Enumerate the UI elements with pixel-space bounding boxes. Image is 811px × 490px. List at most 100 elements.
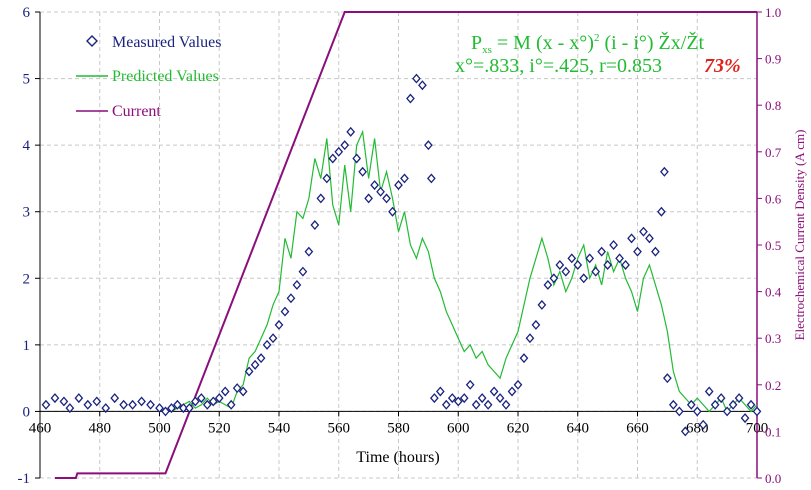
- right-y-tick-label: 0.3: [765, 331, 781, 346]
- measured-point: [262, 339, 272, 350]
- x-tick-label: 660: [626, 420, 649, 436]
- measured-point: [674, 406, 684, 417]
- accuracy-value: 73%: [704, 55, 741, 77]
- measured-point: [621, 259, 630, 270]
- measured-point: [74, 393, 84, 404]
- measured-point: [561, 266, 571, 277]
- series-predicted-values: [171, 129, 758, 413]
- measured-point: [734, 393, 744, 404]
- measured-point: [447, 393, 457, 404]
- measured-point: [513, 379, 523, 390]
- measured-point: [328, 153, 338, 164]
- right-axis-ticks: 0.0 0.1 0.2 0.3 0.4 0.5 0.6 0.7 0.8 0.9 1.0: [757, 5, 782, 486]
- x-tick-label: 640: [567, 420, 590, 436]
- legend-label-measured: Measured Values: [112, 34, 221, 51]
- measured-point: [740, 413, 750, 424]
- left-axis-ticks: -1 0 1 2 3 4 5 6: [18, 5, 40, 487]
- measured-point: [394, 180, 403, 191]
- measured-point: [627, 233, 636, 244]
- left-y-tick-label: 1: [23, 338, 31, 354]
- formula-lhs: P: [471, 32, 482, 54]
- right-y-tick-label: 0.7: [765, 145, 782, 160]
- x-axis-ticks: 460 480 500 520 540 560 580 600 620 640 660 680 700: [29, 411, 769, 436]
- measured-point: [728, 399, 738, 410]
- left-y-tick-label: 2: [23, 271, 31, 287]
- measured-point: [495, 393, 505, 404]
- x-tick-label: 620: [507, 420, 530, 436]
- left-y-tick-label: 3: [23, 205, 31, 221]
- measured-point: [322, 173, 332, 184]
- measured-point: [633, 246, 642, 257]
- measured-point: [50, 393, 60, 404]
- measured-point: [292, 279, 302, 290]
- predicted-line: [171, 129, 758, 413]
- measured-point: [698, 419, 708, 430]
- measured-point: [161, 406, 170, 417]
- measured-point: [680, 426, 690, 437]
- measured-point: [316, 193, 326, 204]
- measured-point: [352, 153, 362, 164]
- measured-point: [190, 396, 200, 407]
- right-y-tick-label: 0.4: [765, 285, 782, 300]
- formula-annotation: Pxs = M (x - x°)2 (i - i°) Žx/Žt x°=.833…: [455, 31, 741, 77]
- measured-point: [173, 399, 182, 410]
- measured-point: [477, 393, 487, 404]
- measured-point: [250, 359, 260, 370]
- x-tick-label: 480: [89, 420, 112, 436]
- measured-point: [232, 383, 242, 394]
- measured-point: [167, 403, 176, 414]
- measured-point: [609, 240, 618, 250]
- measured-point: [92, 396, 102, 407]
- measured-point: [244, 366, 254, 377]
- measured-point: [268, 333, 278, 344]
- series-current: [54, 11, 757, 479]
- x-tick-label: 700: [746, 420, 769, 436]
- measured-point: [692, 406, 702, 417]
- measured-point: [119, 399, 129, 410]
- measured-point: [465, 379, 475, 390]
- measured-point: [507, 386, 517, 397]
- x-tick-label: 540: [268, 420, 291, 436]
- measured-point: [101, 403, 111, 414]
- x-tick-label: 500: [148, 420, 171, 436]
- measured-point: [340, 140, 350, 151]
- measured-point: [298, 266, 308, 277]
- measured-point: [146, 399, 155, 410]
- measured-point: [549, 273, 559, 284]
- legend-marker-measured: [86, 35, 98, 47]
- measured-point: [501, 399, 511, 410]
- measured-point: [128, 399, 137, 410]
- measured-point: [651, 246, 660, 257]
- right-y-tick-label: 1.0: [765, 5, 781, 20]
- measured-point: [704, 386, 714, 397]
- legend-label-current: Current: [112, 103, 161, 120]
- measured-point: [418, 80, 427, 91]
- formula-subscript: xs: [482, 44, 492, 56]
- right-y-tick-label: 0.2: [765, 378, 781, 393]
- measured-point: [412, 73, 421, 84]
- measured-point: [660, 166, 669, 177]
- measured-point: [579, 273, 589, 284]
- measured-point: [435, 386, 445, 397]
- measured-point: [525, 333, 535, 344]
- legend: Measured Values Predicted Values Current: [76, 34, 221, 120]
- measured-point: [358, 166, 368, 177]
- measured-point: [65, 403, 75, 414]
- measured-point: [376, 186, 385, 197]
- current-line: [54, 11, 757, 479]
- measured-point: [567, 253, 577, 264]
- measured-point: [364, 193, 373, 204]
- measured-point: [388, 206, 397, 217]
- measured-point: [110, 393, 120, 404]
- x-tick-label: 600: [447, 420, 470, 436]
- left-y-tick-label: 6: [23, 5, 31, 21]
- formula-rhs: = M (x - x°): [492, 32, 594, 54]
- measured-point: [489, 386, 499, 397]
- x-tick-label: 520: [208, 420, 231, 436]
- right-y-tick-label: 0.0: [765, 471, 781, 486]
- gridlines: [39, 11, 758, 479]
- measured-point: [657, 206, 666, 217]
- right-axis-title: Electrochemical Current Density (A cm): [792, 130, 807, 341]
